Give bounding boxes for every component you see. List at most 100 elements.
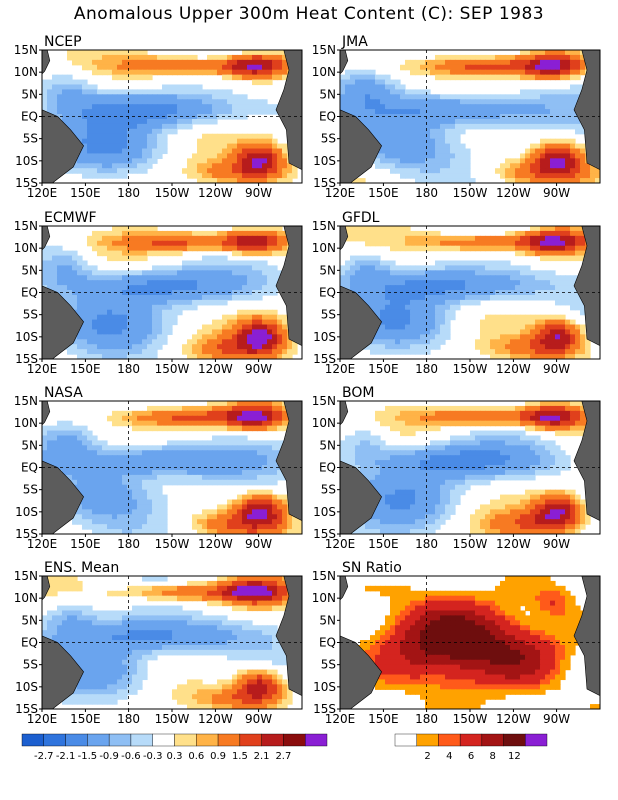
lat-label: 10S xyxy=(15,680,38,694)
lat-label: EQ xyxy=(21,286,38,300)
lat-label: 15S xyxy=(313,702,336,716)
lon-label: 150E xyxy=(368,362,399,376)
lat-label: EQ xyxy=(319,286,336,300)
snr-colorbar: 2 4 6 8 12 xyxy=(394,733,548,762)
land-mask xyxy=(573,50,600,171)
lat-label: 15S xyxy=(15,702,38,716)
lon-label: 120E xyxy=(27,712,58,726)
lon-label: 180 xyxy=(415,186,438,200)
lat-label: 5N xyxy=(319,87,336,101)
lon-label: 120W xyxy=(496,362,531,376)
lon-label: 150E xyxy=(368,186,399,200)
colorbar-swatch xyxy=(503,733,526,747)
colorbar-label: 2.7 xyxy=(275,751,291,762)
lat-label: 5S xyxy=(23,132,38,146)
lat-label: 10S xyxy=(15,330,38,344)
panel-title: NCEP xyxy=(44,34,82,50)
lat-label: 15S xyxy=(313,352,336,366)
lat-label: 15S xyxy=(15,176,38,190)
lon-label: 120E xyxy=(325,712,356,726)
lon-label: 90W xyxy=(543,186,570,200)
colorbar-swatch xyxy=(459,733,483,747)
lon-label: 150E xyxy=(70,186,101,200)
anomaly-colorbar: -2.7 -2.1 -1.5 -0.9 -0.6 -0.3 0.3 0.6 0.9 1.5 2.1 2… xyxy=(21,733,328,762)
panel-field xyxy=(340,576,600,709)
colorbar-label: 4 xyxy=(446,751,452,762)
panel-field xyxy=(42,401,302,534)
lon-label: 120W xyxy=(496,712,531,726)
colorbar-swatch xyxy=(174,733,197,747)
lon-label: 150W xyxy=(155,712,190,726)
lat-label: 15N xyxy=(14,394,38,408)
land-mask xyxy=(340,401,349,426)
lat-label: EQ xyxy=(21,110,38,124)
lat-label: 10S xyxy=(313,154,336,168)
land-mask xyxy=(340,50,349,75)
lat-label: 10N xyxy=(14,591,38,605)
lat-label: 15N xyxy=(312,219,336,233)
lat-label: 10S xyxy=(15,154,38,168)
lat-label: 10N xyxy=(312,416,336,430)
lat-label: 10N xyxy=(14,241,38,255)
lat-label: 5N xyxy=(319,263,336,277)
lat-label: 5S xyxy=(23,483,38,497)
lat-label: 15N xyxy=(312,394,336,408)
lon-label: 120E xyxy=(27,537,58,551)
lon-label: 90W xyxy=(543,537,570,551)
lat-label: 5N xyxy=(319,613,336,627)
colorbar-swatch xyxy=(65,733,88,747)
lon-label: 120E xyxy=(27,186,58,200)
colorbar-label: -0.6 xyxy=(121,751,141,762)
panel-title: BOM xyxy=(342,385,374,401)
land-mask xyxy=(42,460,84,534)
lon-label: 180 xyxy=(415,712,438,726)
lat-label: 15N xyxy=(14,43,38,57)
land-mask xyxy=(42,285,84,359)
lat-label: 5N xyxy=(21,263,38,277)
land-mask xyxy=(275,226,302,347)
lat-label: EQ xyxy=(319,461,336,475)
colorbar-label: -2.1 xyxy=(56,751,76,762)
lon-label: 150E xyxy=(368,537,399,551)
lat-label: 15S xyxy=(313,527,336,541)
lon-label: 150W xyxy=(155,362,190,376)
figure-title: Anomalous Upper 300m Heat Content (C): S… xyxy=(73,4,545,24)
land-mask xyxy=(42,226,51,251)
lon-label: 90W xyxy=(543,362,570,376)
lon-label: 150W xyxy=(453,537,488,551)
lon-label: 150W xyxy=(453,186,488,200)
lat-label: 5N xyxy=(319,438,336,452)
land-mask xyxy=(275,576,302,697)
land-mask xyxy=(340,109,382,183)
lat-label: 10N xyxy=(312,591,336,605)
colorbar-swatch xyxy=(416,733,439,747)
lon-label: 120E xyxy=(325,186,356,200)
land-mask xyxy=(42,401,51,426)
lat-label: 5N xyxy=(21,438,38,452)
panel-title: ENS. Mean xyxy=(44,560,119,576)
colorbar-swatch xyxy=(217,733,241,747)
panel-field xyxy=(340,401,600,534)
colorbar-swatch xyxy=(43,733,66,747)
lon-label: 120E xyxy=(27,362,58,376)
lat-label: 10N xyxy=(14,416,38,430)
colorbar-swatch xyxy=(481,733,504,747)
lat-label: 5N xyxy=(21,613,38,627)
lon-label: 90W xyxy=(245,537,272,551)
panel-field xyxy=(42,226,302,359)
panel-title: SN Ratio xyxy=(342,560,402,576)
lat-label: EQ xyxy=(21,461,38,475)
panel-title: JMA xyxy=(341,34,368,50)
lat-label: 10N xyxy=(14,65,38,79)
lat-label: 15N xyxy=(14,219,38,233)
panel-field xyxy=(340,50,600,183)
colorbar-swatch xyxy=(108,733,132,747)
colorbar-swatch xyxy=(152,733,175,747)
colorbar-label: 0.6 xyxy=(188,751,204,762)
